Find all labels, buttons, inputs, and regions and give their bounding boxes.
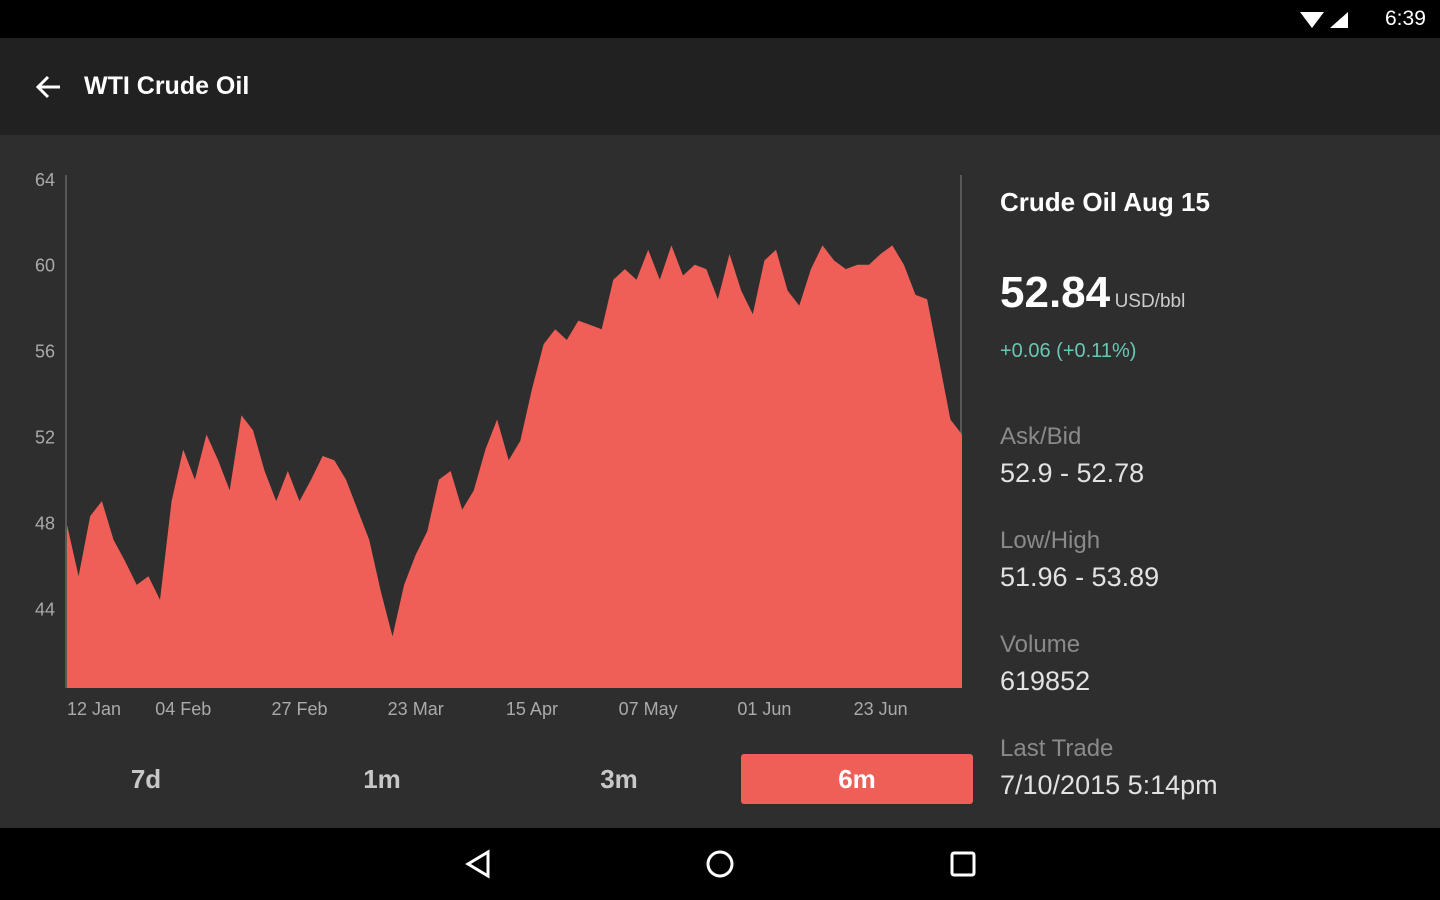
quote-title: Crude Oil Aug 15 — [1000, 187, 1210, 217]
app-bar: WTI Crude Oil — [0, 38, 1440, 135]
home-nav[interactable] — [704, 848, 736, 880]
stat-value: 52.9 - 52.78 — [1000, 458, 1145, 488]
x-tick-label: 12 Jan — [67, 699, 121, 719]
y-tick-label: 44 — [35, 599, 55, 619]
clock: 6:39 — [1385, 7, 1426, 30]
price: 52.84 — [1000, 268, 1111, 317]
y-tick-label: 56 — [35, 342, 55, 362]
stat-value: 619852 — [1000, 666, 1091, 696]
x-tick-label: 01 Jun — [737, 699, 791, 719]
price-unit: USD/bbl — [1114, 291, 1186, 312]
x-tick-label: 23 Jun — [854, 699, 908, 719]
range-tab[interactable]: 3m — [600, 764, 638, 794]
y-tick-label: 48 — [35, 513, 55, 533]
x-tick-label: 07 May — [619, 699, 678, 719]
stat-label: Volume — [1000, 631, 1081, 658]
chart: 44 48 52 56 60 64 12 Jan 04 Feb 27 Feb 23 Mar 15 A… — [35, 170, 962, 719]
x-tick-label: 04 Feb — [155, 699, 211, 719]
range-tab[interactable]: 1m — [363, 764, 401, 794]
x-tick-label: 27 Feb — [271, 699, 327, 719]
stat-label: Last Trade — [1000, 735, 1114, 762]
app-title: WTI Crude Oil — [84, 72, 250, 100]
status-icons — [1300, 12, 1348, 28]
range-tab[interactable]: 6m — [741, 754, 973, 804]
area — [67, 245, 962, 688]
y-tick-label: 64 — [35, 170, 55, 190]
back-nav[interactable] — [462, 848, 494, 880]
stat-value: 51.96 - 53.89 — [1000, 562, 1160, 592]
nav-bar — [0, 828, 1440, 900]
stat-value: 7/10/2015 5:14pm — [1000, 770, 1218, 800]
x-tick-label: 15 Apr — [506, 699, 558, 719]
quote-price-row: 52.84 USD/bbl — [1000, 268, 1185, 318]
recents-nav[interactable] — [947, 848, 979, 880]
back-button[interactable] — [34, 73, 62, 101]
price-change: +0.06 (+0.11%) — [1000, 340, 1137, 362]
stat-label: Low/High — [1000, 527, 1101, 554]
x-tick-label: 23 Mar — [388, 699, 444, 719]
range-tab[interactable]: 7d — [130, 764, 162, 794]
status-bar: 6:39 — [0, 0, 1440, 38]
y-tick-label: 52 — [35, 428, 55, 448]
y-tick-label: 60 — [35, 256, 55, 276]
stat-label: Ask/Bid — [1000, 423, 1082, 450]
